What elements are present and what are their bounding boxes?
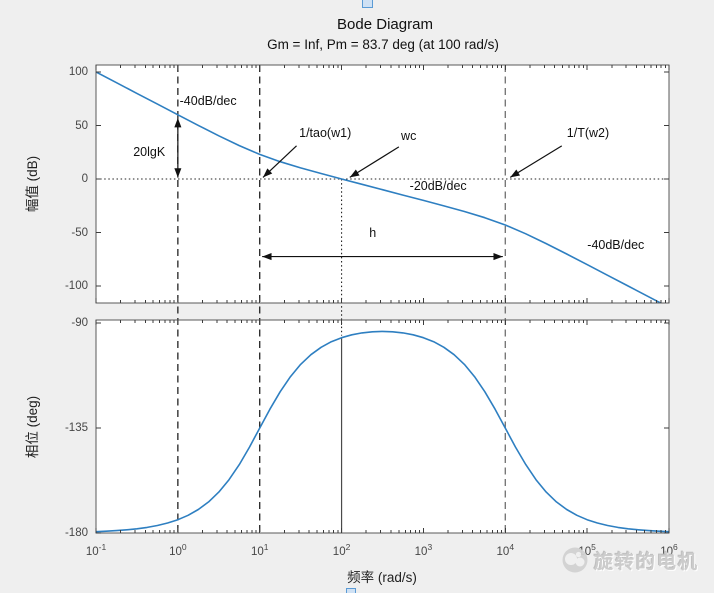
annotation--40db-dec: -40dB/dec [587, 237, 645, 252]
phase-axis-label: 相位 (deg) [25, 395, 40, 459]
magnitude-y-tick-label: 0 [81, 173, 88, 185]
watermark: 旋转的电机 [561, 546, 699, 574]
x-tick-label: 100 [169, 542, 187, 558]
annotation-20lgk: 20lgK [133, 145, 166, 160]
x-tick-label: 10-1 [85, 542, 107, 558]
annotation-1-tao-w1-: 1/tao(w1) [299, 125, 352, 140]
x-tick-label: 102 [332, 542, 351, 558]
annotation--40db-dec: -40dB/dec [179, 94, 237, 109]
chart-subtitle: Gm = Inf, Pm = 83.7 deg (at 100 rad/s) [267, 37, 499, 52]
phase-y-tick-label: -90 [71, 317, 88, 329]
x-tick-label: 103 [414, 542, 433, 558]
phase-curve [96, 330, 669, 533]
plot-edit-handle-bottom [346, 588, 356, 593]
phase-y-tick-label: -135 [64, 422, 88, 434]
annotation-h: h [369, 225, 377, 240]
x-tick-label: 106 [660, 542, 678, 558]
x-tick-label: 101 [250, 542, 269, 558]
magnitude-y-tick-label: -50 [71, 226, 88, 239]
phase-y-tick-label: -180 [64, 527, 88, 539]
annotation-wc: wc [401, 129, 417, 144]
watermark-text: 旋转的电机 [594, 551, 700, 573]
magnitude-y-tick-label: 50 [75, 119, 88, 132]
magnitude-y-tick-label: 100 [68, 66, 88, 78]
annotation-1-t-w2-: 1/T(w2) [566, 125, 610, 140]
watermark-logo [562, 547, 588, 573]
annotation--20db-dec: -20dB/dec [409, 178, 467, 193]
magnitude-curve [96, 71, 663, 303]
magnitude-y-tick-label: -100 [64, 280, 88, 292]
x-axis-label: 频率 (rad/s) [347, 570, 417, 585]
chart-title: Bode Diagram [337, 16, 433, 33]
plot-edit-handle-top [362, 0, 373, 8]
magnitude-axis-label: 幅值 (dB) [25, 155, 40, 213]
x-tick-label: 104 [496, 542, 515, 558]
